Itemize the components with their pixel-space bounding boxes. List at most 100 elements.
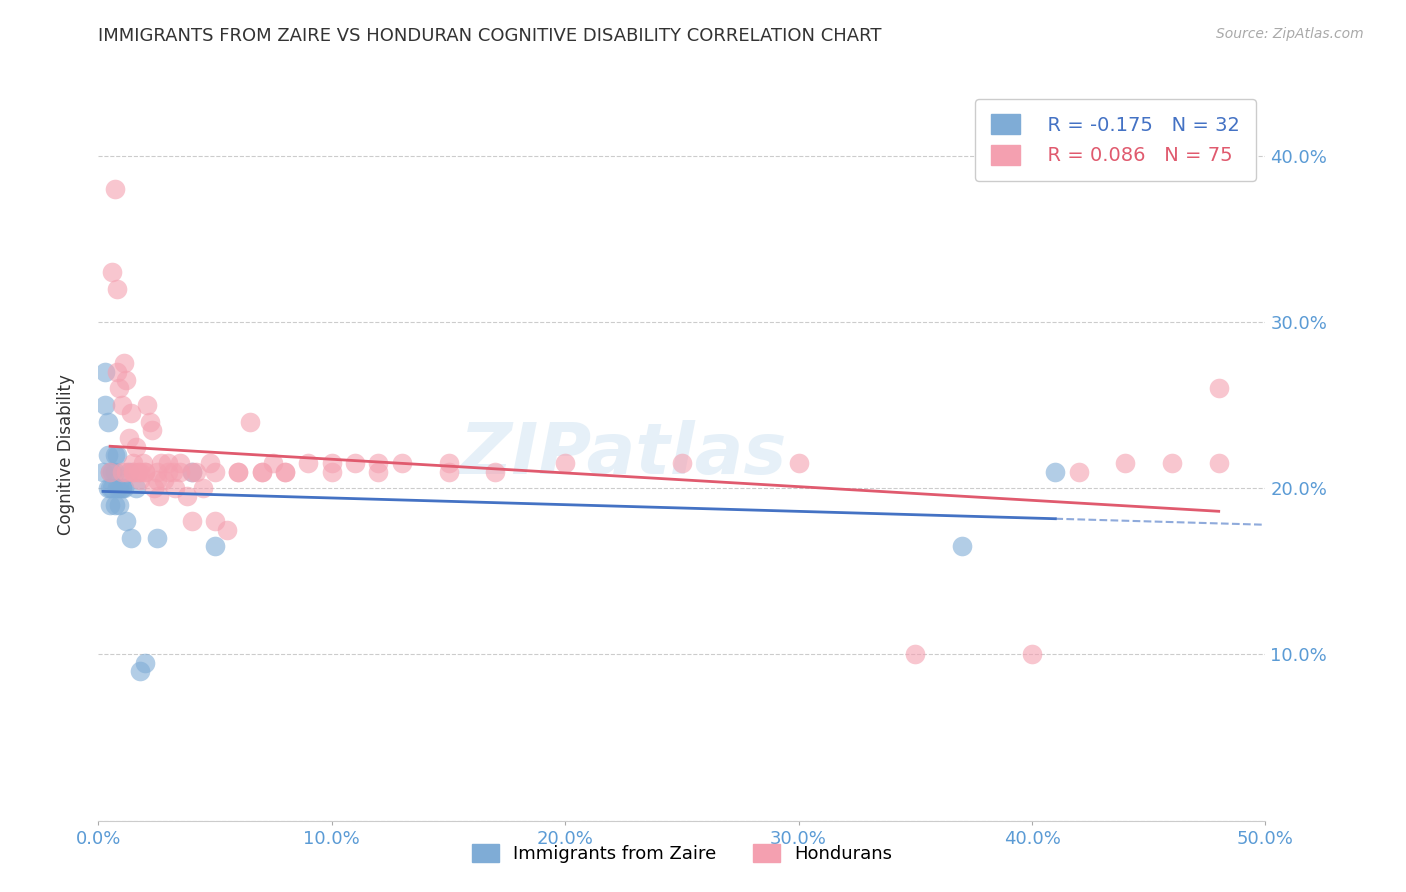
Point [112, 481, 135, 495]
Point [125, 440, 148, 454]
Point [152, 473, 174, 487]
Point [367, 456, 389, 470]
Point [98, 481, 121, 495]
Point [108, 381, 131, 395]
Point [262, 456, 284, 470]
Point [169, 465, 191, 479]
Point [391, 456, 413, 470]
Point [129, 473, 152, 487]
Point [98, 465, 121, 479]
Point [169, 456, 191, 470]
Point [1021, 648, 1043, 662]
Point [91, 465, 114, 479]
Point [105, 481, 128, 495]
Point [104, 498, 127, 512]
Point [111, 481, 134, 495]
Point [787, 456, 810, 470]
Point [1114, 456, 1136, 470]
Point [134, 465, 156, 479]
Point [115, 465, 138, 479]
Point [132, 456, 155, 470]
Point [484, 465, 506, 479]
Legend: Immigrants from Zaire, Hondurans: Immigrants from Zaire, Hondurans [464, 837, 900, 870]
Point [250, 465, 273, 479]
Point [105, 448, 128, 462]
Point [1208, 381, 1230, 395]
Point [344, 456, 367, 470]
Point [157, 465, 180, 479]
Point [180, 515, 202, 529]
Point [104, 465, 127, 479]
Point [162, 465, 184, 479]
Point [204, 465, 226, 479]
Point [120, 531, 142, 545]
Point [148, 490, 170, 504]
Point [367, 465, 389, 479]
Point [122, 465, 145, 479]
Point [101, 481, 124, 495]
Point [122, 456, 145, 470]
Point [186, 465, 208, 479]
Point [108, 481, 131, 495]
Point [321, 456, 343, 470]
Point [94, 365, 117, 379]
Y-axis label: Cognitive Disability: Cognitive Disability [56, 375, 75, 535]
Text: Source: ZipAtlas.com: Source: ZipAtlas.com [1216, 27, 1364, 41]
Point [176, 490, 198, 504]
Point [143, 481, 166, 495]
Point [274, 465, 297, 479]
Point [122, 465, 145, 479]
Point [118, 431, 141, 445]
Point [274, 465, 297, 479]
Point [204, 539, 226, 553]
Text: ZIPatlas: ZIPatlas [460, 420, 787, 490]
Point [146, 531, 169, 545]
Point [165, 481, 187, 495]
Point [146, 473, 169, 487]
Point [105, 365, 128, 379]
Point [321, 465, 343, 479]
Point [180, 465, 202, 479]
Point [250, 465, 273, 479]
Point [1161, 456, 1184, 470]
Point [101, 465, 124, 479]
Point [134, 465, 156, 479]
Point [127, 465, 149, 479]
Point [297, 456, 319, 470]
Point [115, 373, 138, 387]
Point [136, 398, 159, 412]
Point [215, 523, 238, 537]
Point [111, 398, 134, 412]
Point [437, 456, 460, 470]
Point [97, 415, 120, 429]
Point [129, 664, 152, 678]
Point [108, 498, 131, 512]
Point [139, 415, 162, 429]
Point [239, 415, 262, 429]
Point [125, 481, 148, 495]
Point [111, 481, 134, 495]
Point [200, 456, 222, 470]
Point [1067, 465, 1090, 479]
Point [105, 282, 128, 296]
Point [115, 515, 138, 529]
Point [671, 456, 693, 470]
Point [193, 481, 215, 495]
Point [228, 465, 250, 479]
Point [97, 448, 120, 462]
Point [120, 406, 142, 420]
Point [134, 656, 156, 670]
Point [97, 481, 120, 495]
Point [101, 265, 124, 279]
Point [98, 465, 121, 479]
Point [118, 465, 141, 479]
Text: IMMIGRANTS FROM ZAIRE VS HONDURAN COGNITIVE DISABILITY CORRELATION CHART: IMMIGRANTS FROM ZAIRE VS HONDURAN COGNIT… [98, 27, 882, 45]
Point [228, 465, 250, 479]
Point [554, 456, 576, 470]
Point [1208, 456, 1230, 470]
Point [141, 423, 163, 437]
Point [157, 456, 180, 470]
Point [904, 648, 927, 662]
Point [146, 465, 169, 479]
Point [1045, 465, 1067, 479]
